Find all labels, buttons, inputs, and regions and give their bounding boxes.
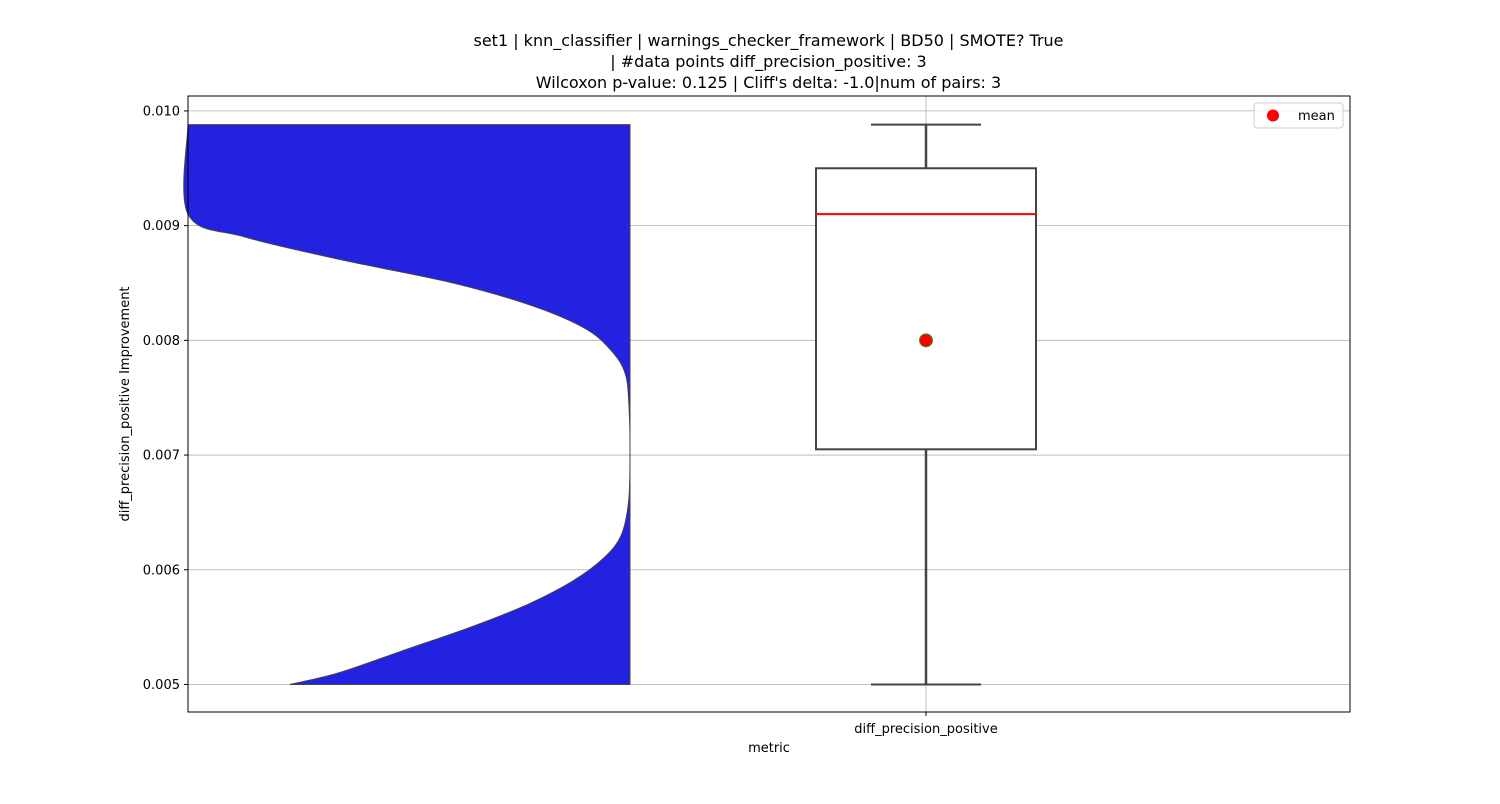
y-tick-label: 0.008 — [143, 334, 180, 349]
y-tick-label: 0.010 — [143, 104, 180, 119]
chart-title-line-1: set1 | knn_classifier | warnings_checker… — [473, 31, 1063, 51]
chart-title-line-3: Wilcoxon p-value: 0.125 | Cliff's delta:… — [536, 73, 1001, 92]
box-plot — [815, 123, 1037, 686]
legend-mean-marker — [1267, 109, 1279, 122]
chart-title-line-2: | #data points diff_precision_positive: … — [610, 52, 926, 72]
y-tick-label: 0.009 — [143, 219, 180, 234]
y-axis-label: diff_precision_positive Improvement — [118, 286, 133, 521]
y-tick-label: 0.006 — [143, 563, 180, 578]
violin-shape — [183, 124, 631, 685]
x-axis-label: metric — [748, 741, 790, 756]
axes-frame — [187, 95, 1351, 713]
legend-box — [1253, 102, 1344, 129]
mean-marker — [919, 333, 933, 348]
legend: mean — [1253, 102, 1344, 129]
y-tick-label: 0.005 — [143, 678, 180, 693]
y-tick-label: 0.007 — [143, 449, 180, 464]
interquartile-box — [815, 167, 1037, 451]
x-tick-label: diff_precision_positive — [854, 722, 997, 737]
legend-mean-label: mean — [1298, 109, 1335, 124]
y-axis-ticks: 0.005 0.006 0.007 0.008 0.009 0.010 — [143, 104, 188, 693]
